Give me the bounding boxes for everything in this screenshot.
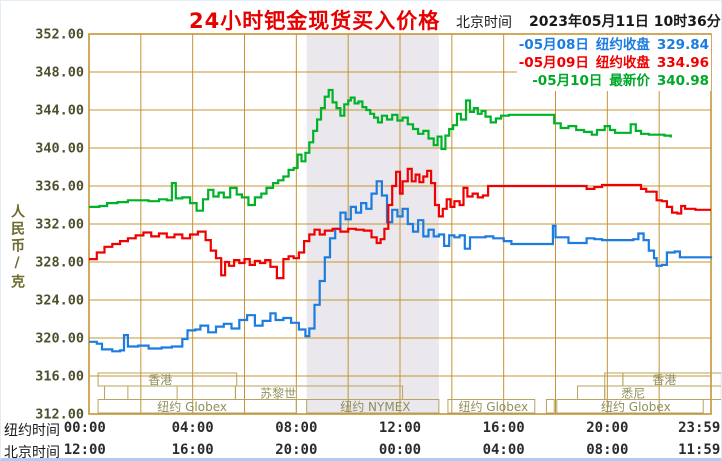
time-tick: 04:00 [171,420,214,436]
legend-desc: 纽约收盘 [595,37,650,53]
series-line-1 [89,167,711,280]
session-bar [556,399,704,414]
y-tick-label: 340.00 [35,141,84,157]
legend: -05月08日 纽约收盘 329.84 -05月09日 纽约收盘 334.96 … [516,35,711,91]
series-line-2 [89,88,672,212]
session-label: 纽约 NYMEX [340,399,410,414]
session-bar [104,385,129,400]
plot-border [88,33,712,415]
y-tick-label: 336.00 [35,179,84,195]
legend-item-blue: -05月08日 纽约收盘 329.84 [519,36,709,54]
session-label: 苏黎世 [260,386,296,400]
legend-date: -05月09日 [518,55,589,71]
y-tick-label: 352.00 [35,27,84,43]
y-axis-unit-label: 人民币/克 [9,204,25,291]
session-bar [97,372,238,387]
legend-value: 329.84 [656,37,709,53]
x-axis-row-newyork: 纽约时间 00:00 04:00 08:00 12:00 16:00 20:00 23:59 [1,420,721,439]
legend-value: 334.96 [656,55,709,71]
legend-item-green: -05月10日 最新价 340.98 [519,72,709,90]
time-tick: 11:59 [678,442,721,458]
series-line-0 [89,180,713,353]
time-tick: 16:00 [171,442,214,458]
legend-value: 340.98 [656,73,709,89]
session-label: 纽约 Globex [458,399,528,414]
y-tick-label: 324.00 [35,293,84,309]
session-label: 纽约 Globex [157,399,227,414]
session-label: 纽约 Globex [601,399,671,414]
legend-desc: 最新价 [609,73,650,89]
session-bar [176,385,236,400]
y-tick-label: 320.00 [35,331,84,347]
time-tick: 20:00 [275,442,318,458]
beijing-time-label: 北京时间 [456,15,512,31]
time-tick: 00:00 [378,442,422,458]
time-tick: 00:00 [63,420,106,436]
y-tick-label: 344.00 [35,103,84,119]
session-bar [447,399,536,414]
y-tick-label: 332.00 [35,217,84,233]
session-bar [577,385,606,400]
session-label: 香港 [148,373,172,387]
newyork-time-label: 纽约时间 [4,423,60,439]
session-bar [306,399,440,414]
time-tick: 12:00 [378,420,422,436]
time-tick: 23:59 [678,420,721,436]
legend-date: -05月08日 [518,37,589,53]
session-bar [97,399,297,414]
y-tick-label: 328.00 [35,255,84,271]
legend-desc: 纽约收盘 [595,55,650,71]
legend-date: -05月10日 [532,73,603,89]
session-label: 悉尼 [621,386,645,400]
session-bar [545,399,555,414]
y-tick-label: 348.00 [35,65,84,81]
time-tick: 16:00 [482,420,525,436]
legend-item-red: -05月09日 纽约收盘 334.96 [519,54,709,72]
y-tick-label: 316.00 [35,369,84,385]
time-tick: 20:00 [586,420,629,436]
current-datetime: 2023年05月11日 10时36分 [529,14,721,30]
time-tick: 04:00 [482,442,525,458]
page-title: 24小时钯金现货买入价格 [189,9,441,33]
time-tick: 12:00 [63,442,106,458]
session-label: 香港 [652,373,676,387]
beijing-time-row-label: 北京时间 [4,445,60,461]
y-tick-label: 312.00 [35,407,84,423]
time-tick: 08:00 [275,420,318,436]
x-axis-row-beijing: 北京时间 12:00 16:00 20:00 00:00 04:00 08:00 11:59 [1,442,721,461]
time-tick: 08:00 [586,442,629,458]
